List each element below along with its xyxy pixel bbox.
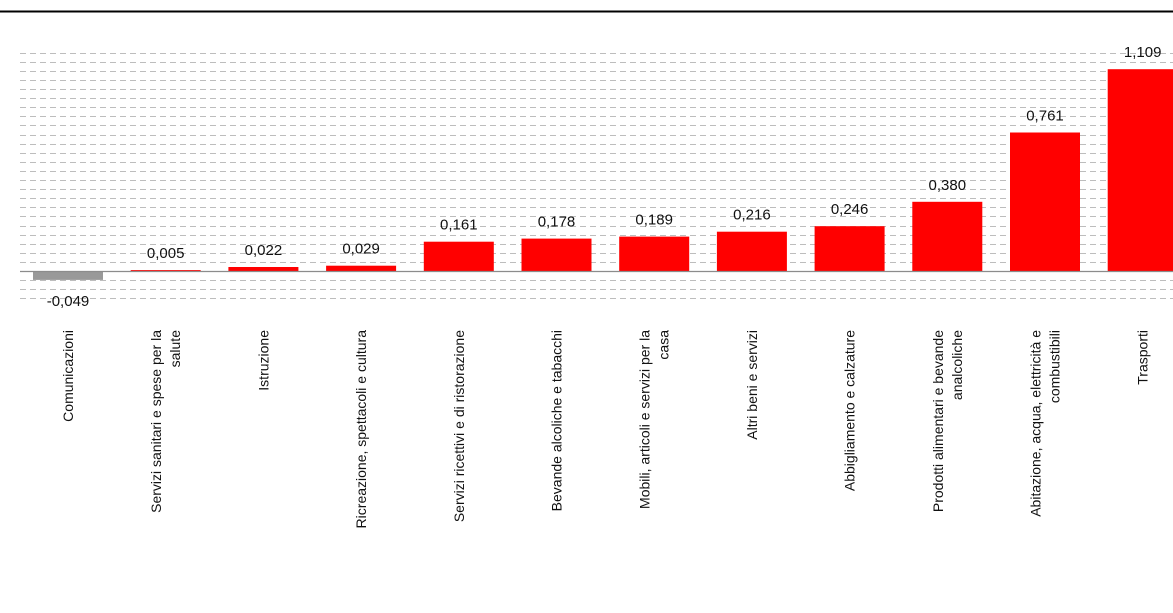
data-label: 0,761 <box>1026 108 1064 125</box>
x-tick-label: Prodotti alimentari e bevande <box>930 330 946 512</box>
data-label: 0,380 <box>929 177 967 194</box>
bar <box>619 236 690 271</box>
bars <box>33 69 1173 280</box>
data-label: 0,189 <box>635 212 673 229</box>
x-tick-label: Istruzione <box>255 330 271 391</box>
value-labels: -0,049 0,005 0,022 0,029 0,161 0,178 0,189 0,21… <box>47 44 1162 310</box>
x-tick-label: salute <box>167 330 183 368</box>
bar <box>326 265 397 271</box>
data-label: 0,178 <box>538 214 576 231</box>
data-label: 0,246 <box>831 201 869 218</box>
x-tick-label: Trasporti <box>1135 330 1151 385</box>
data-label: 0,161 <box>440 217 478 234</box>
bar <box>228 267 299 271</box>
x-tick-label: Mobili, articoli e servizi per la <box>637 330 653 509</box>
x-tick-label: analcoliche <box>949 330 965 400</box>
bar <box>423 241 494 271</box>
x-tick-label: Bevande alcoliche e tabacchi <box>549 330 565 511</box>
data-label: 0,216 <box>733 207 771 224</box>
x-tick-label: Abbigliamento e calzature <box>842 330 858 491</box>
x-tick-label: Altri beni e servizi <box>744 330 760 440</box>
bar <box>521 238 592 271</box>
bar <box>1010 132 1080 271</box>
gridlines <box>20 53 1173 299</box>
data-label: 1,109 <box>1124 44 1162 61</box>
x-tick-label: Abitazione, acqua, elettricità e <box>1028 330 1044 517</box>
bar <box>716 231 787 271</box>
category-labels: Comunicazioni Servizi sanitari e spese pe… <box>60 330 1151 529</box>
bar <box>33 271 103 280</box>
x-tick-label: Servizi ricettivi e di ristorazione <box>451 330 467 522</box>
bar <box>814 226 885 271</box>
x-tick-label: Servizi sanitari e spese per la <box>148 330 164 513</box>
data-label: 0,022 <box>245 242 283 259</box>
bar <box>1107 69 1173 271</box>
data-label: 0,005 <box>147 245 185 262</box>
x-tick-label: casa <box>656 330 672 360</box>
data-label: 0,029 <box>342 241 380 258</box>
x-tick-label: Ricreazione, spettacoli e cultura <box>353 330 369 529</box>
x-tick-label: Comunicazioni <box>60 330 76 422</box>
data-label: -0,049 <box>47 293 90 310</box>
bar <box>912 201 983 271</box>
bar <box>130 270 201 272</box>
x-tick-label: combustibili <box>1047 330 1063 403</box>
